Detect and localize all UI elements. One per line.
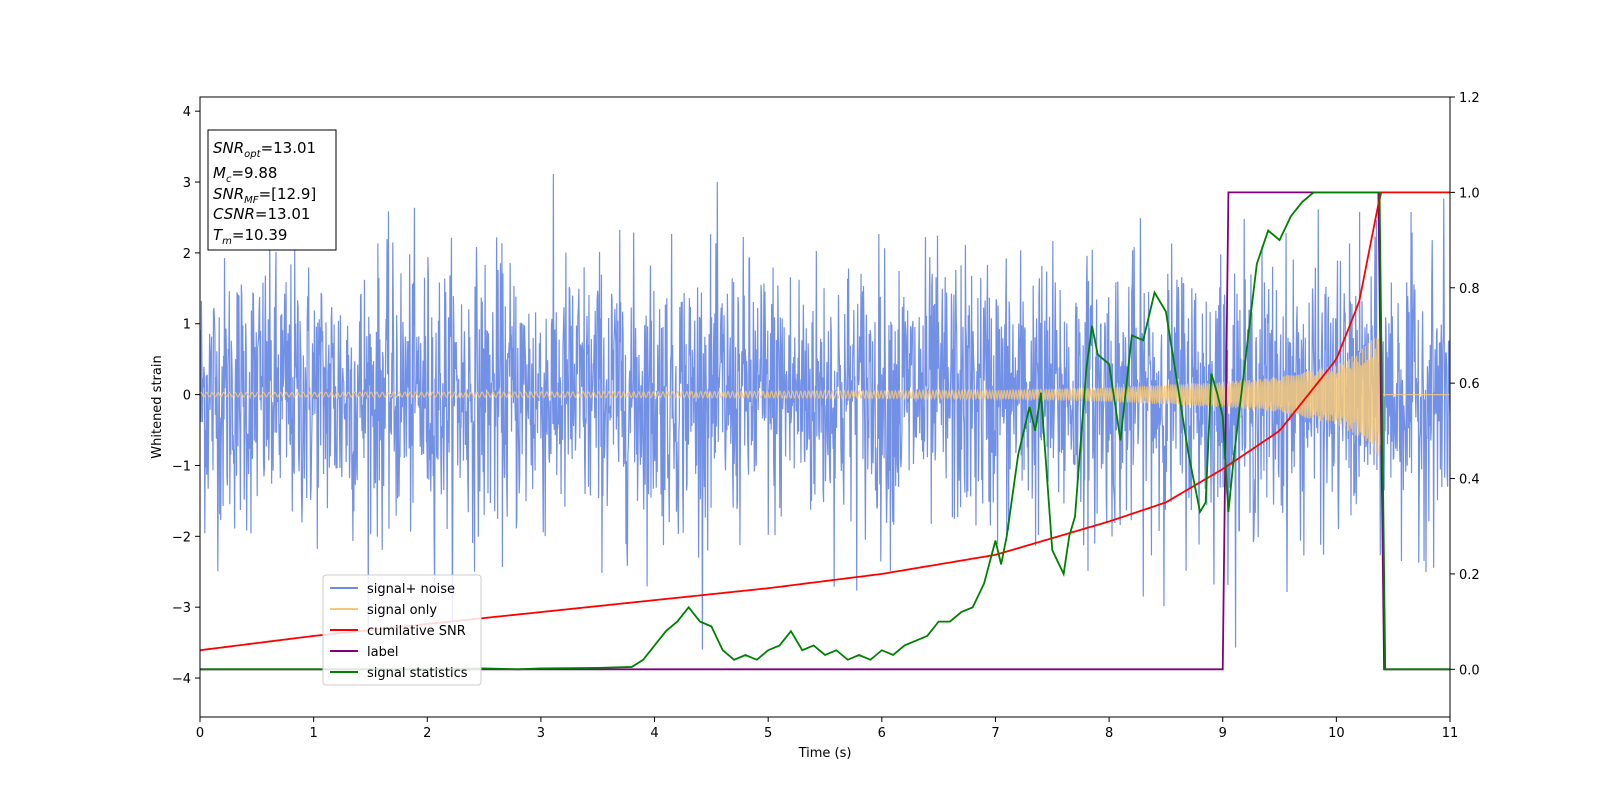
y-axis-label: Whitened strain [150,355,165,458]
series-signal-plus-noise [200,174,1450,650]
y-left-tick-label: −1 [172,459,191,474]
annotation-box: SNRopt=13.01 Mc=9.88SNRMF=[12.9]CSNR=13.0… [207,129,337,251]
y-left-tick-label: −4 [172,672,191,687]
y-right-tick-label: 0.6 [1459,377,1480,392]
ticks: 0 1 2 3 4 5 6 7 8 9 10 11 −4 −3 −2 −1 0 1 2 3 4 0.0 0.2 0.4 0.6 0… [172,91,1480,741]
y-left-tick-label: 0 [183,389,191,404]
y-left-tick-label: −3 [172,601,191,616]
legend-label: signal statistics [367,666,468,681]
annotation-frame [207,129,337,251]
x-tick-label: 4 [650,726,658,741]
x-tick-label: 8 [1105,726,1113,741]
y-right-tick-label: 1.0 [1459,186,1480,201]
x-tick-label: 2 [423,726,431,741]
x-tick-label: 3 [537,726,545,741]
y-right-tick-label: 0.8 [1459,282,1480,297]
legend-frame [322,574,482,686]
x-tick-label: 5 [764,726,772,741]
y-right-tick-label: 1.2 [1459,91,1480,106]
series-signal-only [200,337,1450,457]
y-right-tick-label: 0.4 [1459,473,1480,488]
legend-label: signal only [367,603,437,618]
annotation-line: SNRMF=[12.9] [213,185,316,206]
annotation-line: SNRopt=13.01 [213,139,316,160]
y-right-tick-label: 0.0 [1459,663,1480,678]
y-left-tick-label: 4 [183,105,191,120]
x-tick-label: 0 [196,726,204,741]
legend[interactable]: signal+ noise signal only cumilative SNR la… [322,574,482,686]
annotation-line: Mc=9.88 [213,164,277,185]
x-tick-label: 9 [1219,726,1227,741]
axes-frame [199,96,1451,718]
y-left-tick-label: 3 [183,176,191,191]
x-tick-label: 11 [1442,726,1459,741]
x-axis-label: Time (s) [798,746,852,761]
x-tick-label: 7 [991,726,999,741]
y-right-tick-label: 0.2 [1459,568,1480,583]
x-tick-label: 1 [309,726,317,741]
series-signal-statistics [200,191,1450,671]
y-left-tick-label: −2 [172,530,191,545]
annotation-line: Tm=10.39 [213,226,287,247]
x-tick-label: 6 [878,726,886,741]
x-tick-label: 10 [1328,726,1345,741]
y-left-tick-label: 1 [183,318,191,333]
annotation-line: CSNR=13.01 [213,205,310,223]
y-left-tick-label: 2 [183,247,191,262]
legend-label: cumilative SNR [367,624,466,639]
legend-label: label [367,645,398,660]
legend-label: signal+ noise [367,582,455,597]
